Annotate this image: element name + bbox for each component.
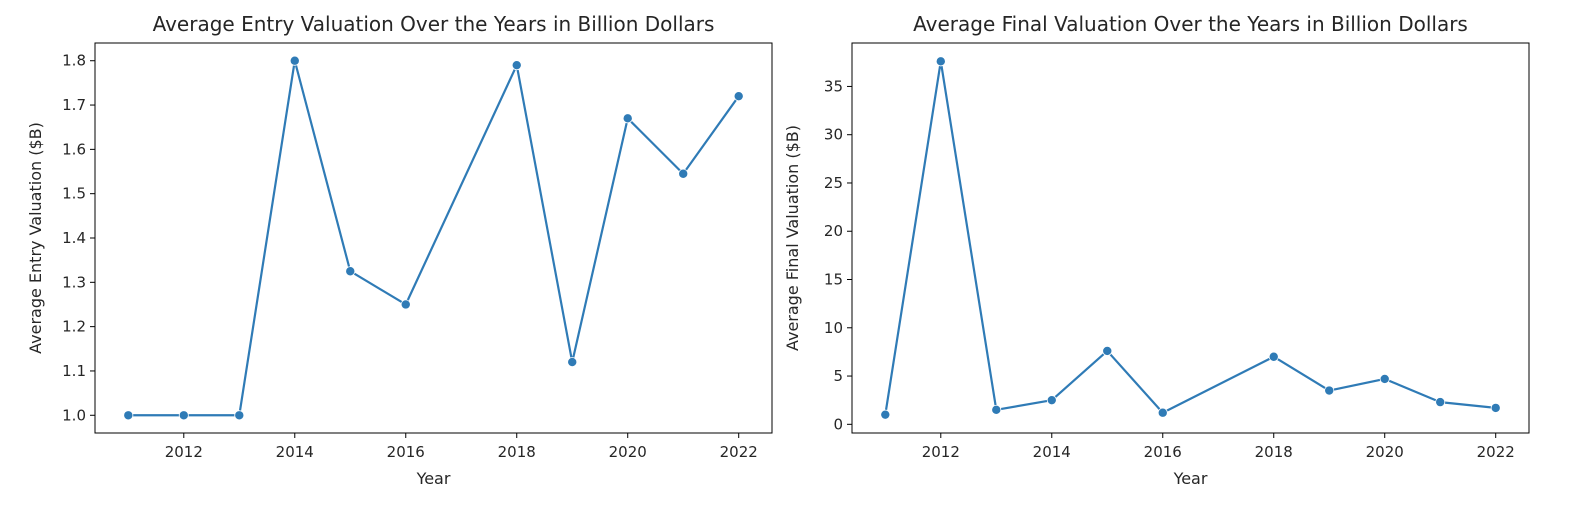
x-tick-label: 2018 bbox=[1255, 443, 1293, 461]
x-tick-label: 2012 bbox=[922, 443, 960, 461]
data-point bbox=[400, 299, 411, 310]
x-tick-label: 2016 bbox=[387, 443, 425, 461]
data-point bbox=[511, 60, 522, 71]
chart-1: Average Entry Valuation Over the Years i… bbox=[26, 12, 773, 488]
y-tick-label: 35 bbox=[824, 77, 843, 95]
y-tick-label: 1.0 bbox=[62, 406, 86, 424]
plot-frame bbox=[851, 42, 1530, 434]
y-tick-label: 1.8 bbox=[62, 52, 86, 70]
data-point bbox=[733, 91, 744, 102]
y-tick-label: 20 bbox=[824, 222, 843, 240]
series-line bbox=[884, 60, 1496, 415]
data-point bbox=[234, 410, 245, 421]
y-tick-label: 5 bbox=[833, 367, 843, 385]
y-tick-label: 15 bbox=[824, 271, 843, 289]
x-tick-label: 2020 bbox=[609, 443, 647, 461]
x-axis-label: Year bbox=[416, 469, 451, 488]
y-axis-label: Average Final Valuation ($B) bbox=[783, 125, 802, 351]
x-tick-label: 2012 bbox=[165, 443, 203, 461]
y-tick-label: 1.1 bbox=[62, 362, 86, 380]
data-point bbox=[1102, 345, 1113, 356]
chart-2: Average Final Valuation Over the Years i… bbox=[783, 12, 1530, 488]
data-point bbox=[1490, 402, 1501, 413]
y-tick-label: 0 bbox=[833, 415, 843, 433]
data-point bbox=[1157, 407, 1168, 418]
data-point bbox=[991, 404, 1002, 415]
x-axis-label: Year bbox=[1173, 469, 1208, 488]
data-point bbox=[1046, 395, 1057, 406]
y-tick-label: 1.6 bbox=[62, 140, 86, 158]
x-tick-label: 2020 bbox=[1366, 443, 1404, 461]
data-point bbox=[1435, 397, 1446, 408]
y-tick-label: 30 bbox=[824, 126, 843, 144]
plot-frame bbox=[94, 42, 773, 434]
y-tick-label: 1.2 bbox=[62, 318, 86, 336]
data-point bbox=[880, 409, 891, 420]
data-point bbox=[289, 55, 300, 66]
y-tick-label: 1.4 bbox=[62, 229, 86, 247]
y-tick-label: 1.3 bbox=[62, 273, 86, 291]
data-point bbox=[622, 113, 633, 124]
data-point bbox=[123, 410, 134, 421]
data-point bbox=[1268, 351, 1279, 362]
x-tick-label: 2022 bbox=[1477, 443, 1515, 461]
y-tick-label: 1.5 bbox=[62, 185, 86, 203]
series-line bbox=[128, 59, 740, 417]
x-tick-label: 2016 bbox=[1144, 443, 1182, 461]
data-point bbox=[178, 410, 189, 421]
data-point bbox=[935, 56, 946, 67]
y-axis-label: Average Entry Valuation ($B) bbox=[26, 122, 45, 354]
data-point bbox=[345, 266, 356, 277]
x-tick-label: 2022 bbox=[720, 443, 758, 461]
chart-title: Average Final Valuation Over the Years i… bbox=[913, 12, 1468, 36]
y-tick-label: 25 bbox=[824, 174, 843, 192]
data-point bbox=[1324, 385, 1335, 396]
x-tick-label: 2014 bbox=[276, 443, 314, 461]
data-point bbox=[567, 357, 578, 368]
data-point bbox=[1379, 373, 1390, 384]
data-point bbox=[678, 168, 689, 179]
y-tick-label: 1.7 bbox=[62, 96, 86, 114]
y-tick-label: 10 bbox=[824, 319, 843, 337]
x-tick-label: 2014 bbox=[1033, 443, 1071, 461]
chart-title: Average Entry Valuation Over the Years i… bbox=[153, 12, 715, 36]
x-tick-label: 2018 bbox=[498, 443, 536, 461]
